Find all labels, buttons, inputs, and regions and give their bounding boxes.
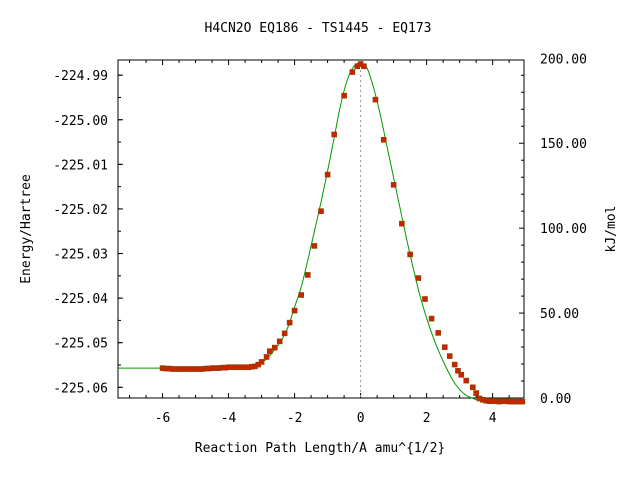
y-tick-label: -225.01 [53,158,108,173]
y-tick-label: -225.00 [53,114,108,129]
y2-tick-label: 0.00 [540,392,571,407]
data-point [458,372,465,378]
x-axis-label: Reaction Path Length/A amu^{1/2} [195,441,445,456]
data-point [428,315,435,322]
y2-tick-label: 50.00 [540,307,579,322]
data-point [473,390,479,396]
y-tick-label: -225.05 [53,337,108,352]
data-point [399,220,405,227]
y2-axis-label: kJ/mol [604,206,619,253]
y-tick-label: -225.03 [53,248,108,263]
x-tick-label: -4 [221,411,237,426]
chart-title: H4CN2O EQ186 - TS1445 - EQ173 [205,21,432,36]
data-point [415,275,422,281]
data-point [286,319,293,326]
data-points [159,61,526,405]
data-point [331,131,338,138]
y-tick-label: -225.06 [53,381,108,396]
data-point [372,96,379,103]
data-point [349,69,356,75]
y-tick-labels: -224.99 -225.00 -225.01 -225.02 -225.03 -225.… [53,69,108,396]
data-point [276,338,283,345]
y-tick-label: -225.04 [53,292,108,307]
data-point [441,344,448,350]
data-point [435,330,441,336]
data-point [271,344,278,351]
data-point [407,251,413,258]
axis-ticks [118,60,524,399]
y2-tick-labels: 0.00 50.00 100.00 150.00 200.00 [540,52,587,407]
y-tick-label: -224.99 [53,69,108,84]
data-point [341,92,347,99]
data-point [463,377,470,384]
plot-frame [117,59,525,399]
x-tick-label: -2 [287,411,303,426]
data-point [422,296,428,302]
data-point [291,307,298,314]
x-tick-label: 0 [357,411,365,426]
data-point [311,243,318,249]
energy-curve [118,62,525,403]
data-point [304,272,311,278]
y-axis-label: Energy/Hartree [19,174,34,284]
x-tick-label: -6 [155,411,171,426]
data-point [281,330,288,337]
y2-tick-label: 200.00 [540,52,587,67]
data-point [519,398,526,405]
x-tick-label: 2 [423,411,431,426]
data-point [390,182,397,188]
data-point [470,384,476,391]
data-point [267,348,273,354]
data-point [380,137,387,143]
data-point [455,367,461,374]
data-point [263,354,270,360]
data-point [446,353,453,359]
data-point [298,292,305,298]
data-point [258,359,265,365]
data-point [361,63,367,70]
y-tick-label: -225.02 [53,203,108,218]
data-point [318,208,324,214]
y2-tick-label: 100.00 [540,222,587,237]
x-tick-labels: -6 -4 -2 0 2 4 [155,411,497,426]
data-point [324,171,331,178]
data-point [451,361,458,368]
y2-tick-label: 150.00 [540,137,587,152]
x-tick-label: 4 [489,411,497,426]
